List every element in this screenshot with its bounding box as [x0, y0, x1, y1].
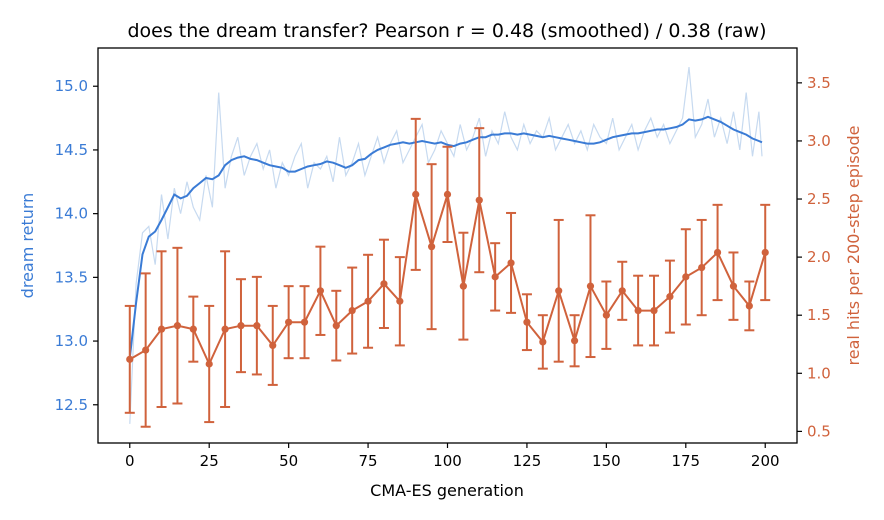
y-axis-left: 12.5 13.0 13.5 14.0 14.5 15.0: [55, 77, 98, 414]
y-right-tick-label: 2.0: [807, 248, 831, 266]
x-tick-label: 75: [359, 452, 378, 470]
x-tick-label: 100: [433, 452, 462, 470]
real-hits-point: [316, 287, 325, 295]
real-hits-point: [364, 297, 372, 305]
real-hits-point: [396, 297, 404, 305]
y-right-tick-label: 3.5: [807, 74, 831, 92]
real-hits-point: [428, 243, 436, 251]
real-hits-point: [491, 273, 499, 281]
y-axis-right: 0.5 1.0 1.5 2.0 2.5 3.0 3.5: [797, 74, 831, 440]
real-hits-point: [507, 259, 515, 267]
chart-title: does the dream transfer? Pearson r = 0.4…: [127, 20, 766, 42]
real-hits-point: [269, 341, 277, 350]
real-hits-point: [237, 322, 245, 330]
y-right-tick-label: 2.5: [807, 190, 831, 208]
real-hits-point: [570, 337, 579, 345]
x-tick-label: 175: [671, 452, 700, 470]
real-hits-point: [412, 190, 420, 198]
x-tick-label: 0: [125, 452, 135, 470]
x-axis: 0 25 50 75 100 125 150 175 200: [125, 443, 780, 470]
real-hits-point: [205, 360, 213, 368]
y-right-tick-label: 3.0: [807, 132, 831, 150]
y-axis-right-label: real hits per 200-step episode: [844, 126, 863, 366]
y-right-tick-label: 1.5: [807, 306, 831, 324]
real-hits-point: [523, 318, 531, 326]
real-hits-point: [300, 318, 309, 326]
real-hits-point: [285, 318, 293, 326]
real-hits-point: [157, 325, 166, 333]
y-left-tick-label: 13.5: [55, 268, 88, 286]
y-left-tick-label: 12.5: [55, 396, 88, 414]
real-hits-point: [189, 325, 197, 333]
real-hits-point: [698, 263, 706, 272]
x-tick-label: 50: [279, 452, 298, 470]
real-hits-point: [332, 322, 340, 330]
real-hits-point: [126, 355, 134, 363]
y-left-tick-label: 14.5: [55, 141, 88, 159]
raw-series-layer: [129, 67, 763, 424]
real-hits-point: [555, 287, 563, 295]
real-hits-point: [682, 273, 690, 281]
real-hits-point: [634, 306, 642, 315]
real-hits-point: [666, 293, 674, 301]
real-hits-point: [221, 325, 229, 333]
real-hits-point: [745, 302, 753, 310]
y-left-tick-label: 13.0: [55, 332, 88, 350]
real-hits-point: [602, 311, 610, 319]
real-hits-point: [586, 282, 595, 290]
y-left-tick-label: 15.0: [55, 77, 88, 95]
y-right-tick-label: 0.5: [807, 422, 831, 440]
smoothed-dream-return-line: [128, 115, 763, 358]
y-left-tick-label: 14.0: [55, 205, 88, 223]
real-hits-point: [459, 282, 467, 290]
smoothed-series-layer: [128, 115, 763, 358]
real-hits-point: [761, 248, 769, 257]
y-right-tick-label: 1.0: [807, 364, 831, 382]
real-hits-point: [380, 280, 388, 288]
y-axis-left-label: dream return: [18, 193, 37, 299]
errorbar-series-layer: [124, 117, 771, 428]
real-hits-point: [729, 282, 738, 290]
real-hits-point: [618, 287, 626, 295]
real-hits-point: [348, 306, 356, 315]
x-tick-label: 25: [200, 452, 219, 470]
raw-dream-return-line: [129, 67, 763, 424]
real-hits-point: [443, 190, 452, 198]
real-hits-point: [173, 322, 182, 330]
real-hits-point: [475, 196, 483, 204]
real-hits-point: [253, 322, 261, 330]
real-hits-point: [713, 248, 722, 257]
real-hits-point: [650, 306, 658, 315]
real-hits-point: [539, 338, 547, 346]
x-tick-label: 125: [513, 452, 542, 470]
x-tick-label: 200: [751, 452, 780, 470]
x-axis-label: CMA-ES generation: [370, 481, 524, 500]
real-hits-point: [142, 346, 150, 354]
x-tick-label: 150: [592, 452, 621, 470]
